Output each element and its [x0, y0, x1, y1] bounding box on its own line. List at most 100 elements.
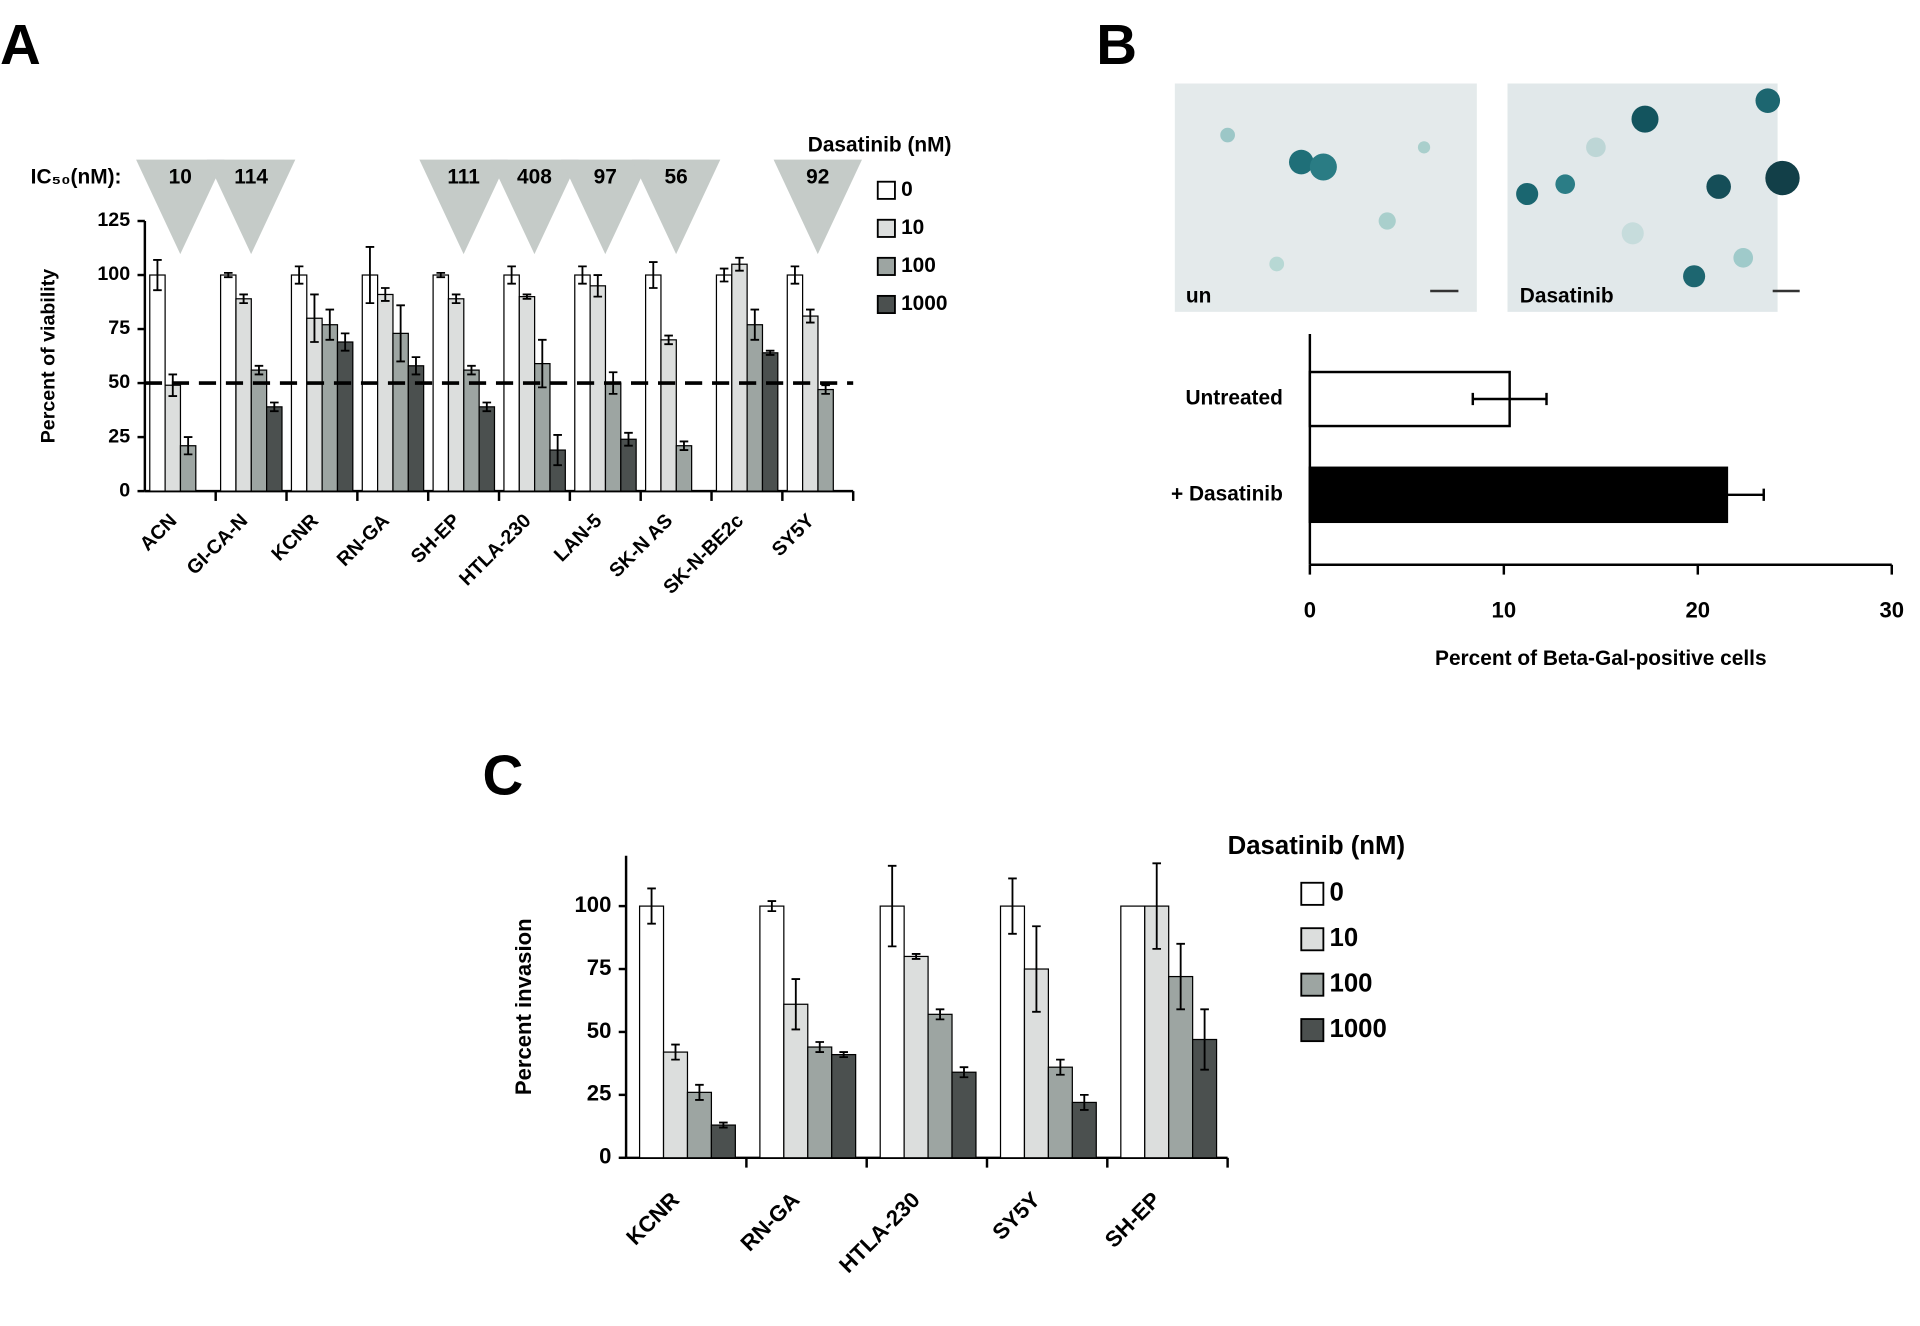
- ic50-value: 10: [169, 166, 192, 189]
- legend-swatch: [1300, 881, 1325, 906]
- error-bar: [451, 293, 461, 305]
- bar: [731, 263, 748, 492]
- error-bar: [270, 401, 279, 413]
- bar: [660, 339, 677, 492]
- legend-label: 1000: [1330, 1015, 1387, 1043]
- legend-label: 10: [1330, 924, 1359, 952]
- bar: [164, 384, 182, 492]
- error-bar: [815, 1041, 825, 1054]
- y-tick-label: 75: [108, 317, 130, 339]
- bar: [951, 1071, 977, 1159]
- error-bar: [959, 1066, 969, 1079]
- micrograph: [1174, 83, 1477, 312]
- x-tick-label: 0: [1304, 597, 1316, 622]
- x-tick-label: SH-EP: [407, 510, 465, 568]
- error-bar: [1152, 862, 1162, 950]
- error-bar: [624, 431, 633, 447]
- ic50-value: 97: [594, 166, 617, 189]
- ic50-value: 56: [665, 166, 688, 189]
- y-axis-label: Percent of viability: [37, 269, 59, 444]
- x-tick-label: LAN-5: [550, 510, 606, 566]
- error-bar: [310, 293, 319, 343]
- error-bar: [750, 308, 760, 341]
- x-tick-label: SK-N AS: [605, 510, 677, 582]
- legend-swatch: [876, 256, 896, 276]
- error-bar: [1200, 1008, 1209, 1071]
- error-bar: [719, 1121, 728, 1129]
- ic50-label: IC₅₀(nM):: [31, 166, 122, 189]
- error-bar: [223, 271, 233, 279]
- ic50-triangle: [206, 159, 296, 255]
- x-tick-label: 30: [1879, 597, 1904, 622]
- legend-label: 100: [901, 254, 936, 277]
- error-bar: [791, 978, 801, 1031]
- legend-title: Dasatinib (nM): [1228, 832, 1405, 860]
- micrograph: [1507, 83, 1800, 312]
- bar: [638, 905, 665, 1159]
- error-bar: [1008, 877, 1017, 935]
- y-tick-label: 0: [119, 479, 130, 501]
- bar: [1308, 466, 1729, 524]
- error-bar: [911, 953, 921, 960]
- error-bar: [719, 267, 729, 283]
- legend-label: 0: [1330, 879, 1344, 907]
- error-bar: [578, 265, 587, 285]
- bar: [802, 315, 819, 492]
- x-tick-label: 10: [1492, 597, 1517, 622]
- y-tick-label: + Dasatinib: [1171, 482, 1283, 505]
- bar: [266, 406, 283, 492]
- x-tick-label: SH-EP: [1100, 1187, 1165, 1252]
- y-tick-label: 125: [97, 209, 130, 231]
- bar: [589, 285, 607, 492]
- error-bar: [767, 900, 777, 913]
- ic50-value: 408: [517, 166, 552, 189]
- bar: [817, 388, 834, 492]
- ic50-triangle: [136, 159, 225, 255]
- y-tick-label: 50: [587, 1018, 612, 1043]
- ic50-value: 114: [234, 166, 268, 189]
- bar: [761, 352, 779, 492]
- ic50-triangle: [773, 159, 862, 255]
- bar: [746, 324, 764, 492]
- y-axis-label: Percent invasion: [511, 918, 536, 1095]
- error-bar: [664, 334, 673, 346]
- error-bar: [647, 887, 656, 925]
- x-tick-label: HTLA-230: [834, 1187, 925, 1278]
- x-tick-label: HTLA-230: [455, 510, 535, 590]
- legend-swatch: [876, 218, 896, 238]
- error-bar: [679, 440, 689, 451]
- bar: [662, 1051, 689, 1159]
- bar: [478, 406, 496, 492]
- bar: [1047, 1066, 1073, 1159]
- error-bar: [805, 308, 815, 324]
- error-bar: [593, 274, 603, 298]
- y-tick-label: 75: [587, 955, 612, 980]
- ic50-triangle: [490, 159, 579, 255]
- error-bar: [153, 258, 162, 292]
- ic50-value: 92: [806, 166, 829, 189]
- ic50-value: 111: [447, 166, 480, 189]
- bar: [903, 955, 929, 1159]
- panel-label: A: [0, 13, 41, 76]
- bar: [377, 293, 394, 492]
- legend-label: 100: [1330, 969, 1373, 997]
- ic50-triangle: [631, 159, 721, 255]
- bar: [306, 317, 323, 492]
- error-bar: [365, 246, 375, 305]
- bar: [675, 445, 693, 492]
- error-bar: [1176, 942, 1185, 1011]
- error-bar: [254, 364, 264, 376]
- error-bar: [340, 332, 350, 352]
- error-bar: [522, 293, 532, 300]
- error-bar: [1688, 488, 1765, 501]
- error-bar: [183, 436, 193, 456]
- error-bar: [765, 349, 775, 356]
- error-bar: [436, 271, 446, 279]
- error-bar: [839, 1051, 848, 1059]
- error-bar: [168, 373, 178, 397]
- y-tick-label: 100: [575, 892, 612, 917]
- bar: [604, 382, 622, 492]
- ic50-triangle: [561, 159, 650, 255]
- error-bar: [1032, 925, 1041, 1013]
